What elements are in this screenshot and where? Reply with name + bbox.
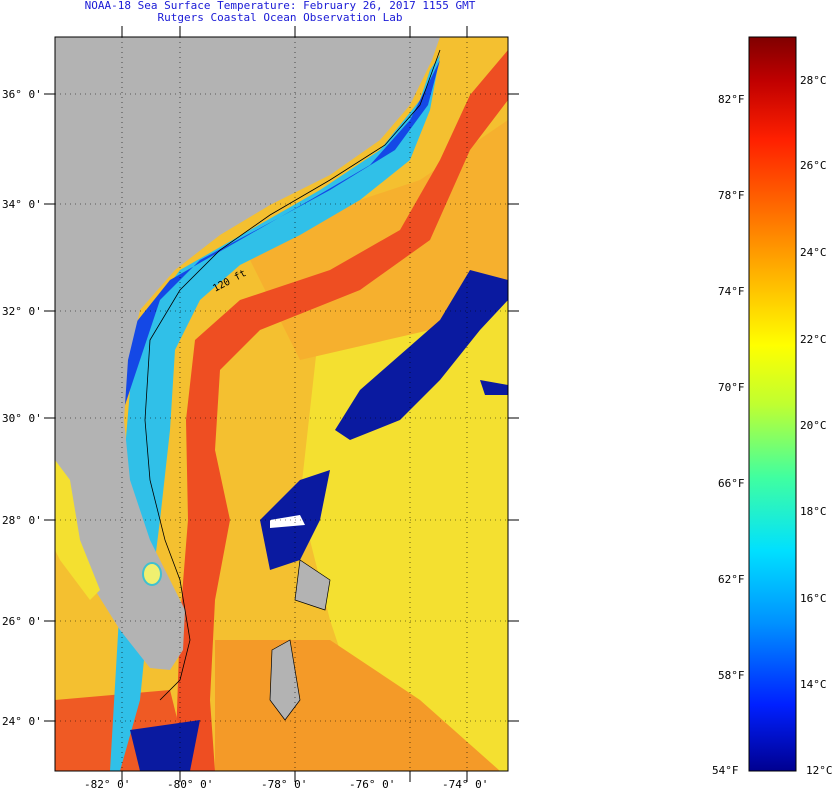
colorbar-label-c22: 22°C: [800, 333, 827, 346]
map-title: NOAA-18 Sea Surface Temperature: Februar…: [84, 0, 476, 12]
cloud-white-patch: [270, 515, 305, 528]
lat-label-26: 26° 0': [2, 615, 42, 628]
lat-label-34: 34° 0': [2, 198, 42, 211]
colorbar-label-c12: 12°C: [806, 764, 832, 777]
lon-label-82: -82° 0': [84, 778, 131, 791]
lat-label-36: 36° 0': [2, 88, 42, 101]
lon-label-78: -78° 0': [261, 778, 308, 791]
colorbar-label-f58: 58°F: [718, 669, 745, 682]
map-image: 120 ft: [55, 37, 508, 771]
lat-label-28: 28° 0': [2, 514, 42, 527]
bahamas-island-north: [294, 559, 331, 611]
bahamas-island: [269, 639, 301, 721]
colorbar-label-c24: 24°C: [800, 246, 827, 259]
lon-label-74: -74° 0': [442, 778, 489, 791]
colorbar-label-c28: 28°C: [800, 74, 827, 87]
colorbar-label-f82: 82°F: [718, 93, 745, 106]
colorbar-label-c18: 18°C: [800, 505, 827, 518]
land-mass: [55, 37, 440, 670]
lon-label-80: -80° 0': [167, 778, 214, 791]
colorbar: [748, 36, 797, 772]
colorbar-label-f70: 70°F: [718, 381, 745, 394]
lon-label-76: -76° 0': [349, 778, 396, 791]
lat-label-24: 24° 0': [2, 715, 42, 728]
map-subtitle: Rutgers Coastal Ocean Observation Lab: [157, 11, 403, 24]
lat-label-30: 30° 0': [2, 412, 42, 425]
colorbar-label-f78: 78°F: [718, 189, 745, 202]
colorbar-label-f66: 66°F: [718, 477, 745, 490]
gulf-of-mexico-water: [55, 460, 100, 600]
colorbar-label-f54: 54°F: [712, 764, 739, 777]
colorbar-label-c20: 20°C: [800, 419, 827, 432]
colorbar-label-c16: 16°C: [800, 592, 827, 605]
lat-label-32: 32° 0': [2, 305, 42, 318]
cloud-patch-north: [335, 270, 508, 440]
map-frame: [54, 36, 509, 772]
grid-lines: [55, 37, 508, 771]
colorbar-label-f62: 62°F: [718, 573, 745, 586]
colorbar-label-c26: 26°C: [800, 159, 827, 172]
lake-okeechobee: [142, 562, 162, 586]
colorbar-label-c14: 14°C: [800, 678, 827, 691]
cloud-patch-cuba: [130, 720, 200, 771]
isobath-contour: [144, 49, 441, 701]
gulf-stream: [175, 50, 508, 771]
cloud-patch-east: [480, 380, 508, 395]
colorbar-label-f74: 74°F: [718, 285, 745, 298]
axis-ticks: [44, 26, 519, 782]
